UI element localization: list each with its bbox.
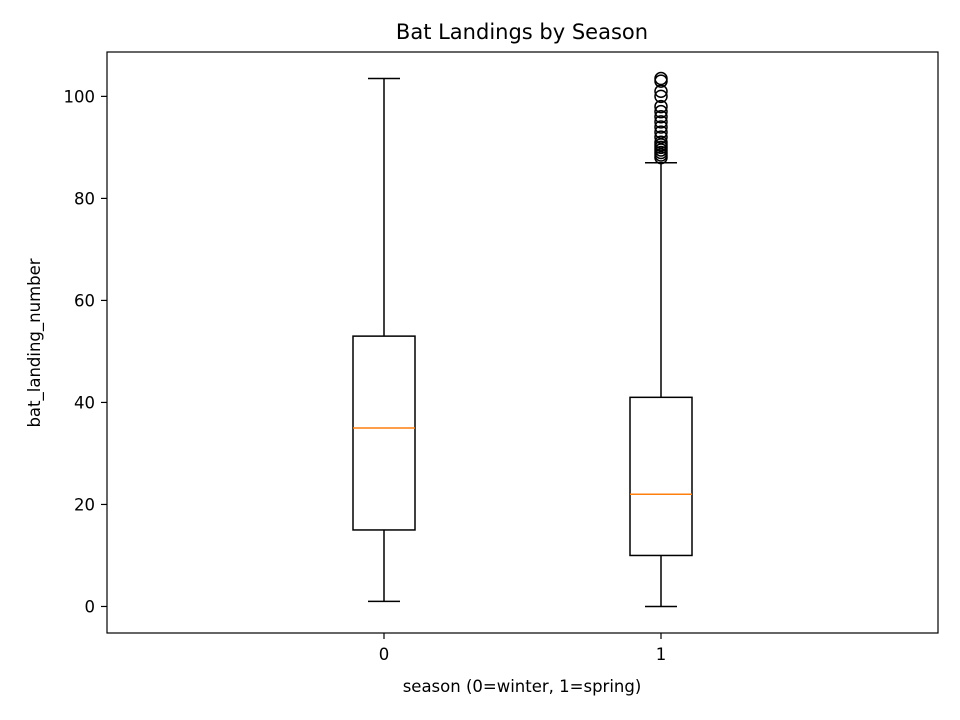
outlier-point	[654, 84, 668, 99]
outlier-point	[654, 104, 668, 119]
y-axis-label: bat_landing_number	[25, 258, 45, 427]
outlier-point	[654, 120, 668, 134]
x-axis-label: season (0=winter, 1=spring)	[403, 677, 642, 696]
y-tick-label: 20	[74, 495, 95, 514]
axes-frame	[106, 51, 939, 634]
box-iqr	[629, 396, 693, 557]
outlier-point	[654, 135, 668, 150]
x-tick-label: 0	[379, 645, 390, 664]
y-tick-label: 100	[64, 87, 96, 106]
outlier-point	[654, 71, 668, 86]
y-tick-label: 40	[74, 393, 95, 412]
outlier-point	[654, 99, 668, 114]
y-tick-label: 60	[74, 291, 95, 310]
outlier-point	[654, 125, 668, 139]
y-tick-label: 80	[74, 189, 95, 208]
x-tick-label: 1	[656, 645, 667, 664]
outlier-point	[654, 89, 668, 104]
outlier-point	[654, 130, 668, 144]
chart-title: Bat Landings by Season	[396, 20, 648, 44]
y-tick-label: 0	[85, 597, 96, 616]
outlier-point	[654, 110, 668, 124]
box-iqr	[352, 335, 416, 531]
outlier-point	[654, 115, 668, 129]
